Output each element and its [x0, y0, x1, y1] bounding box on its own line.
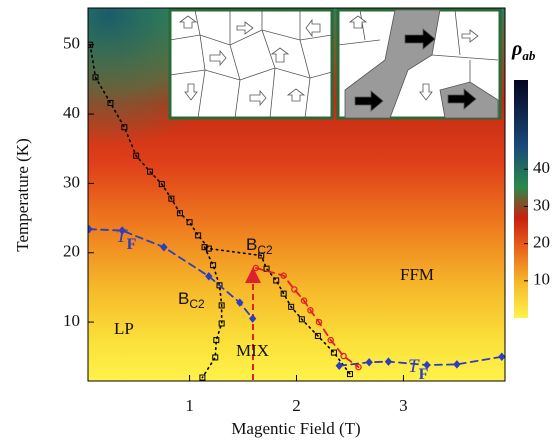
annotation-sub: C2 — [189, 297, 205, 311]
inset-left — [170, 10, 332, 118]
colorbar-tick-label: 40 — [533, 158, 550, 177]
colorbar-sub: ab — [522, 48, 536, 63]
annotation-text: B — [178, 289, 189, 308]
annotation-sub: C2 — [257, 243, 273, 257]
colorbar-tick-label: 20 — [533, 233, 550, 252]
colorbar-tick-label: 30 — [533, 195, 550, 214]
x-tick-label: 1 — [185, 396, 194, 415]
x-axis-label: Magentic Field (T) — [231, 419, 360, 438]
colorbar-tick-label: 10 — [533, 270, 550, 289]
y-axis-label: Temperature (K) — [13, 138, 32, 252]
figure: TF TF BC2 BC2 FFM LP MIX Magentic Field … — [0, 0, 558, 442]
y-tick-label: 40 — [63, 103, 80, 122]
annotation-sub: F — [127, 236, 137, 253]
inset-right — [338, 10, 500, 118]
colorbar-label: ρab — [511, 38, 536, 63]
annotation: FFM — [400, 265, 434, 284]
y-tick-label: 20 — [63, 242, 80, 261]
y-tick-label: 50 — [63, 34, 80, 53]
colorbar-symbol: ρ — [511, 38, 522, 60]
annotation: LP — [114, 319, 134, 338]
colorbar — [514, 80, 528, 318]
x-tick-label: 2 — [292, 396, 301, 415]
annotation: MIX — [236, 341, 269, 360]
annotation-text: B — [246, 235, 257, 254]
annotation-sub: F — [419, 366, 429, 383]
y-tick-label: 10 — [63, 311, 80, 330]
y-tick-label: 30 — [63, 172, 80, 191]
x-tick-label: 3 — [399, 396, 408, 415]
